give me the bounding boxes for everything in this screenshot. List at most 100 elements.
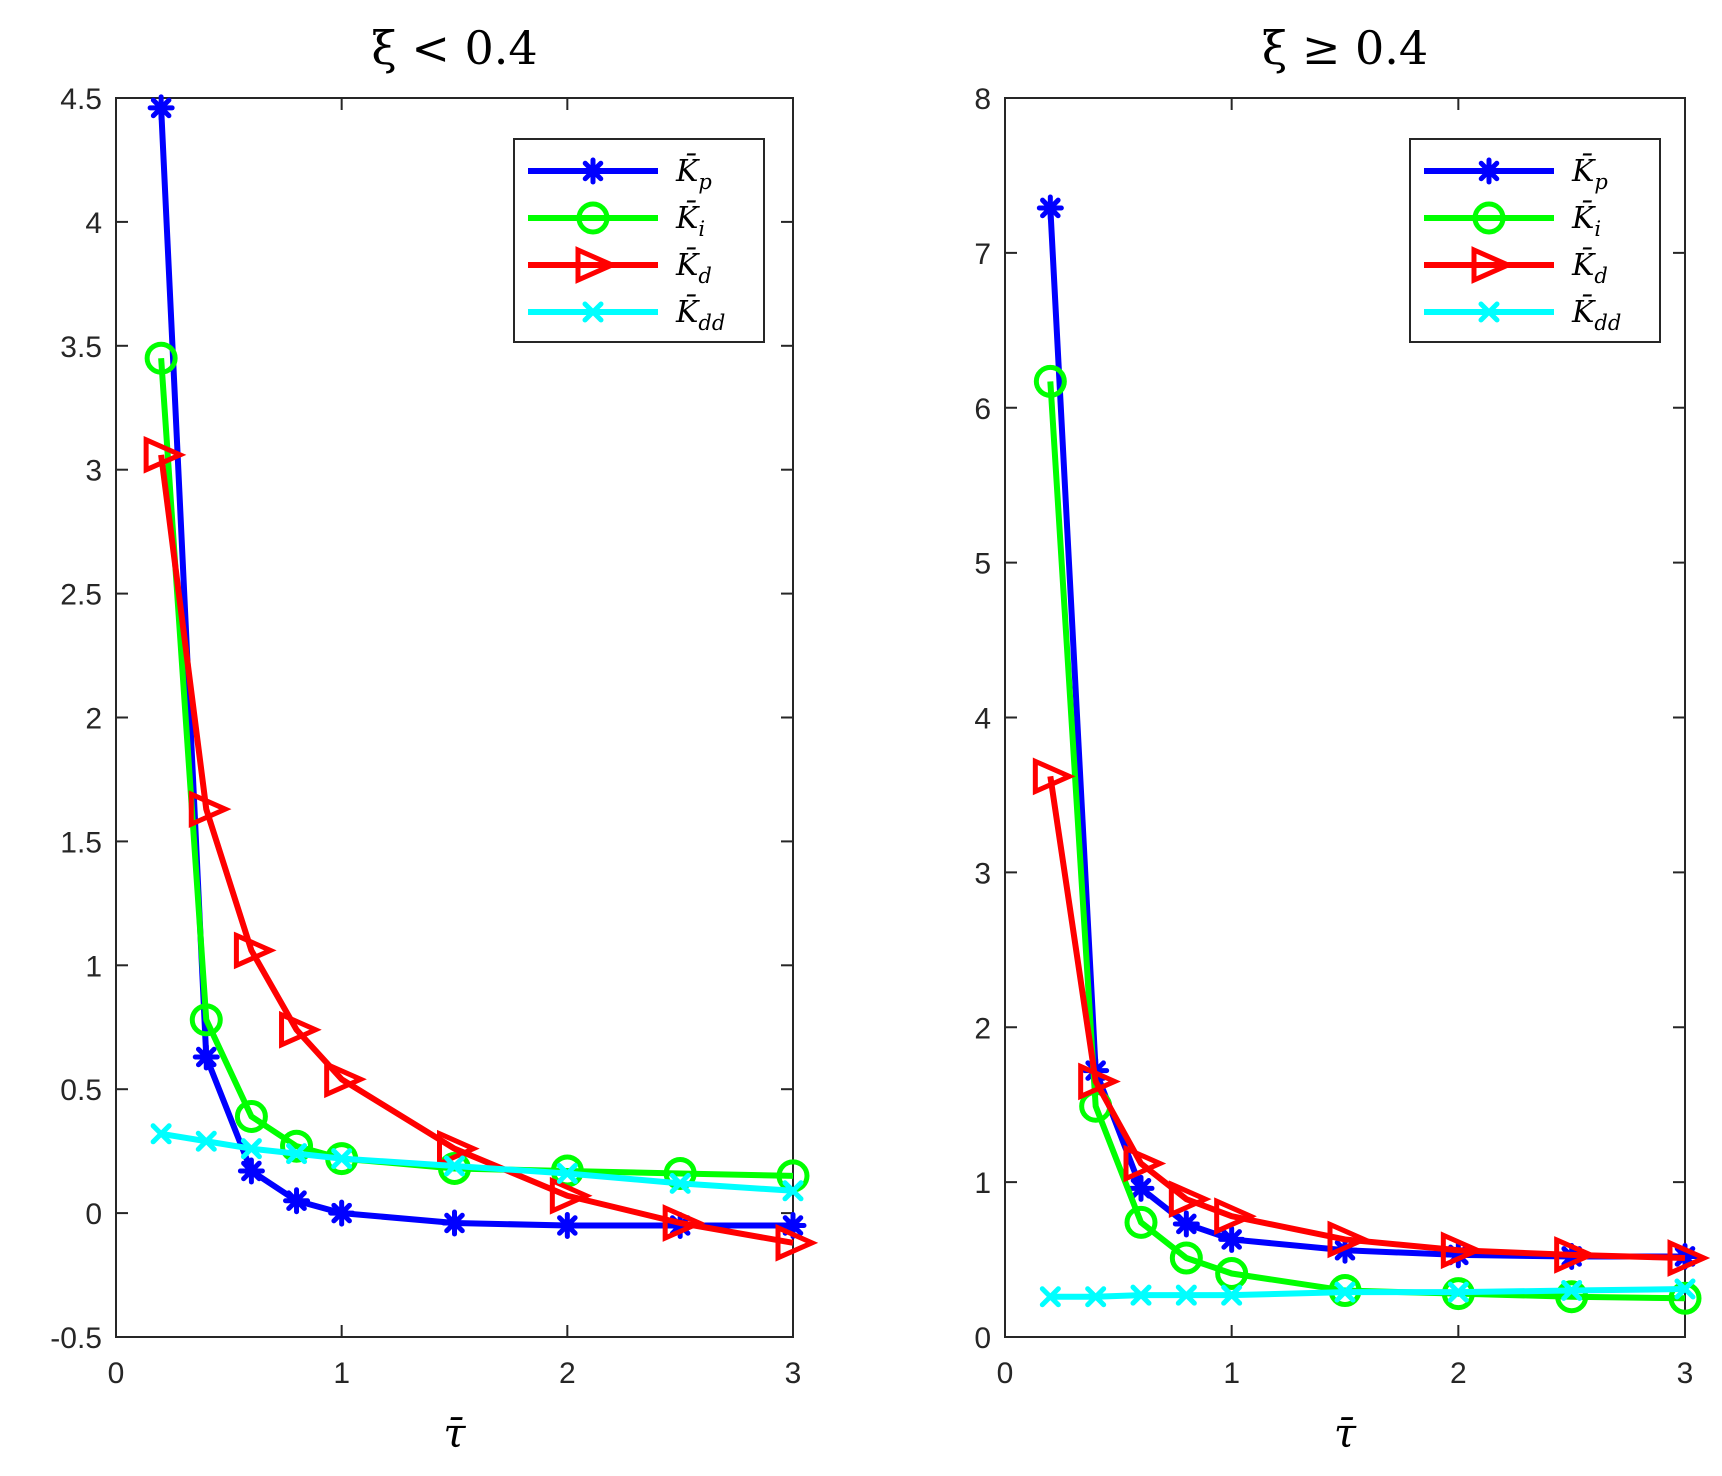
x-tick-label: 0 [997,1357,1014,1390]
data-point-i [1033,364,1067,398]
series-p [147,94,807,1239]
x-tick-label: 2 [1450,1357,1467,1390]
data-point-dd [1130,1284,1152,1306]
data-point-d [188,790,232,829]
data-point-dd [1447,1281,1469,1303]
legend-marker [1472,201,1506,235]
data-point-d [1440,1231,1484,1270]
y-tick-label: 2.5 [60,579,102,612]
legend-marker [576,201,610,235]
y-tick-label: 4.5 [60,83,102,116]
y-tick-label: 1 [85,950,102,983]
data-point-i [144,341,178,375]
y-tick-label: 0 [974,1322,991,1355]
x-tick-label: 0 [108,1357,125,1390]
data-point-d [1078,1062,1121,1101]
legend-marker [575,246,619,284]
data-point-dd [556,1162,578,1184]
data-point-p [1127,1174,1155,1202]
x-tick-label: 3 [1677,1357,1694,1390]
data-point-dd [286,1143,308,1165]
data-point-d [662,1204,706,1242]
legend-label: K̄d [675,247,712,288]
y-tick-label: 0 [85,1198,102,1231]
data-point-dd [195,1130,217,1152]
data-point-i [234,1099,268,1133]
data-point-d [279,1010,322,1049]
chart-title: ξ ≥ 0.4 [1262,21,1428,75]
y-tick-label: 2 [85,703,102,736]
x-tick-label: 2 [559,1357,576,1390]
series-d [1032,757,1711,1277]
legend-item-d: K̄d [528,246,712,288]
data-point-d [1554,1236,1597,1274]
data-point-p [441,1209,468,1237]
data-point-d [324,1060,367,1099]
data-point-p [553,1211,581,1239]
data-point-i [1124,1205,1158,1239]
y-tick-label: 1.5 [60,826,102,859]
legend-marker [582,301,604,323]
y-tick-label: 3.5 [60,331,102,364]
data-point-dd [1674,1278,1696,1300]
y-tick-label: -0.5 [50,1322,102,1355]
data-point-i [1668,1281,1702,1315]
legend-marker [1475,157,1503,185]
data-point-p [237,1157,265,1185]
data-point-p [1172,1210,1200,1238]
legend-marker [1478,301,1500,323]
x-tick-label: 3 [785,1357,802,1390]
data-point-p [1218,1225,1246,1253]
data-point-dd [1085,1286,1107,1308]
y-tick-label: 1 [974,1167,991,1200]
data-point-d [549,1176,593,1215]
data-point-dd [782,1180,804,1202]
data-point-dd [1175,1284,1197,1306]
x-axis-label: τ̄ [1334,1411,1357,1457]
legend-item-i: K̄i [528,200,705,241]
left-chart-panel: -0.500.511.522.533.544.50 1 2 3ξ < 0.4τ̄K̄p… [50,21,819,1457]
legend: K̄pK̄iK̄dK̄dd [513,138,765,343]
data-point-d [1667,1239,1711,1277]
right-chart-panel: 0 1 2 3 4 5 6 7 8 0 1 2 3 ξ ≥ 0.4 τ̄ K̄pK̄iK̄dK̄dd [974,21,1711,1457]
series-line-d [158,454,794,1246]
data-point-d [1032,757,1076,796]
data-point-d [437,1129,480,1168]
y-tick-label: 3 [974,857,991,890]
data-point-d [775,1224,819,1262]
data-point-d [1214,1197,1257,1236]
data-point-p [192,1043,220,1071]
data-point-d [1168,1180,1212,1218]
data-point-i [1555,1280,1589,1314]
series-dd [150,1123,804,1202]
y-tick-label: 4 [85,207,102,240]
data-point-dd [331,1148,353,1170]
data-point-dd [444,1155,465,1177]
series-dd [1039,1278,1696,1308]
y-tick-label: 0.5 [60,1074,102,1107]
data-point-d [1123,1144,1167,1183]
data-point-dd [240,1138,262,1160]
data-point-d [143,435,187,474]
series-d [143,435,819,1262]
data-point-p [147,94,175,122]
x-tick-label: 1 [333,1357,350,1390]
data-point-i [1215,1257,1249,1291]
data-point-d [1327,1220,1371,1259]
y-tick-label: 8 [974,83,991,116]
data-point-dd [1039,1286,1061,1308]
legend: K̄pK̄iK̄dK̄dd [1409,138,1661,343]
data-point-i [189,1003,223,1037]
data-point-p [283,1187,311,1215]
data-point-i [280,1129,314,1163]
x-axis-label: τ̄ [443,1411,466,1457]
data-point-dd [1334,1281,1356,1303]
data-point-i [1169,1241,1203,1275]
data-point-dd [1561,1280,1583,1302]
data-point-i [663,1156,697,1190]
data-point-dd [669,1172,691,1194]
data-point-dd [1221,1284,1243,1306]
x-tick-label: 1 [1223,1357,1240,1390]
series-line-d [1047,775,1686,1262]
